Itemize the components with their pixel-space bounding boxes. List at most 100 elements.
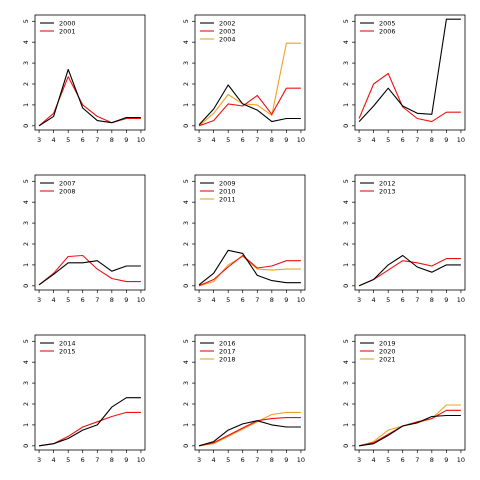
x-tick-label: 10	[297, 136, 305, 144]
x-tick-label: 6	[81, 136, 85, 144]
y-tick-label: 2	[22, 82, 30, 86]
x-tick-label: 10	[137, 456, 145, 464]
legend-label-2021: 2021	[379, 355, 396, 363]
legend-label-2011: 2011	[219, 195, 236, 203]
x-tick-label: 8	[270, 296, 274, 304]
y-tick-label: 5	[22, 19, 30, 23]
x-tick-label: 9	[444, 296, 448, 304]
x-tick-label: 10	[457, 136, 465, 144]
plot-frame	[194, 14, 306, 131]
x-tick-label: 3	[37, 136, 41, 144]
y-tick-label: 5	[342, 179, 350, 183]
x-tick-label: 9	[284, 136, 288, 144]
plot-frame	[194, 334, 306, 451]
x-tick-label: 4	[52, 136, 56, 144]
legend-label-2005: 2005	[379, 19, 396, 27]
y-tick-label: 0	[342, 284, 350, 288]
series-line-2003	[198, 87, 301, 127]
y-tick-label: 1	[182, 263, 190, 267]
y-tick-label: 2	[182, 82, 190, 86]
y-tick-label: 1	[342, 423, 350, 427]
y-tick-label: 5	[22, 179, 30, 183]
y-tick-label: 2	[22, 402, 30, 406]
y-tick-label: 0	[342, 444, 350, 448]
x-tick-label: 9	[284, 296, 288, 304]
x-tick-label: 9	[124, 136, 128, 144]
series-line-2017	[198, 417, 301, 447]
legend-label-2002: 2002	[219, 19, 236, 27]
legend-label-2019: 2019	[379, 339, 396, 347]
series-line-2019	[359, 414, 461, 447]
y-tick-label: 5	[342, 19, 350, 23]
legend-label-2017: 2017	[219, 347, 236, 355]
series-line-2016	[198, 420, 301, 447]
y-tick-label: 5	[342, 339, 350, 343]
plot-frame	[34, 174, 146, 291]
y-tick-label: 0	[182, 284, 190, 288]
y-tick-label: 4	[182, 200, 190, 204]
legend-label-2004: 2004	[219, 35, 236, 43]
y-tick-label: 0	[182, 444, 190, 448]
x-tick-label: 6	[241, 136, 245, 144]
series-line-2012	[358, 254, 461, 287]
y-tick-label: 4	[182, 40, 190, 44]
y-tick-label: 4	[22, 360, 30, 364]
y-tick-label: 1	[342, 263, 350, 267]
x-tick-label: 5	[66, 296, 70, 304]
x-tick-label: 9	[284, 456, 288, 464]
series-line-2018	[199, 411, 301, 447]
x-tick-label: 5	[386, 456, 390, 464]
x-tick-label: 6	[401, 296, 405, 304]
x-tick-label: 5	[386, 296, 390, 304]
x-tick-label: 7	[255, 136, 259, 144]
x-tick-label: 7	[95, 296, 99, 304]
y-tick-label: 1	[182, 103, 190, 107]
y-tick-label: 2	[342, 402, 350, 406]
x-tick-label: 7	[255, 296, 259, 304]
series-line-2004	[198, 42, 301, 127]
y-tick-label: 5	[182, 179, 190, 183]
x-tick-label: 6	[241, 456, 245, 464]
plot-frame	[354, 334, 466, 451]
y-tick-label: 0	[22, 124, 30, 128]
x-tick-label: 5	[226, 296, 230, 304]
plot-frame	[34, 14, 146, 131]
x-tick-label: 9	[124, 456, 128, 464]
x-tick-label: 8	[430, 136, 434, 144]
legend-label-2012: 2012	[379, 179, 396, 187]
legend-label-2020: 2020	[379, 347, 396, 355]
y-tick-label: 3	[342, 221, 350, 225]
x-tick-label: 7	[95, 456, 99, 464]
y-tick-label: 1	[22, 423, 30, 427]
legend-label-2015: 2015	[59, 347, 76, 355]
y-tick-label: 1	[22, 263, 30, 267]
y-tick-label: 1	[342, 103, 350, 107]
y-tick-label: 0	[182, 124, 190, 128]
y-tick-label: 3	[22, 61, 30, 65]
plot-frame	[354, 174, 466, 291]
y-tick-label: 1	[22, 103, 30, 107]
x-tick-label: 3	[197, 296, 201, 304]
series-line-2010	[198, 254, 301, 287]
series-line-2015	[39, 411, 141, 447]
x-tick-label: 10	[297, 456, 305, 464]
y-tick-label: 4	[342, 360, 350, 364]
x-tick-label: 6	[81, 456, 85, 464]
y-tick-label: 5	[22, 339, 30, 343]
y-tick-label: 0	[22, 284, 30, 288]
plot-frame	[354, 14, 466, 131]
x-tick-label: 3	[197, 456, 201, 464]
x-tick-label: 3	[357, 296, 361, 304]
series-line-2000	[38, 68, 141, 127]
x-tick-label: 7	[95, 136, 99, 144]
legend-label-2016: 2016	[219, 339, 236, 347]
legend-label-2013: 2013	[379, 187, 396, 195]
x-tick-label: 10	[457, 456, 465, 464]
series-line-2008	[38, 254, 141, 286]
